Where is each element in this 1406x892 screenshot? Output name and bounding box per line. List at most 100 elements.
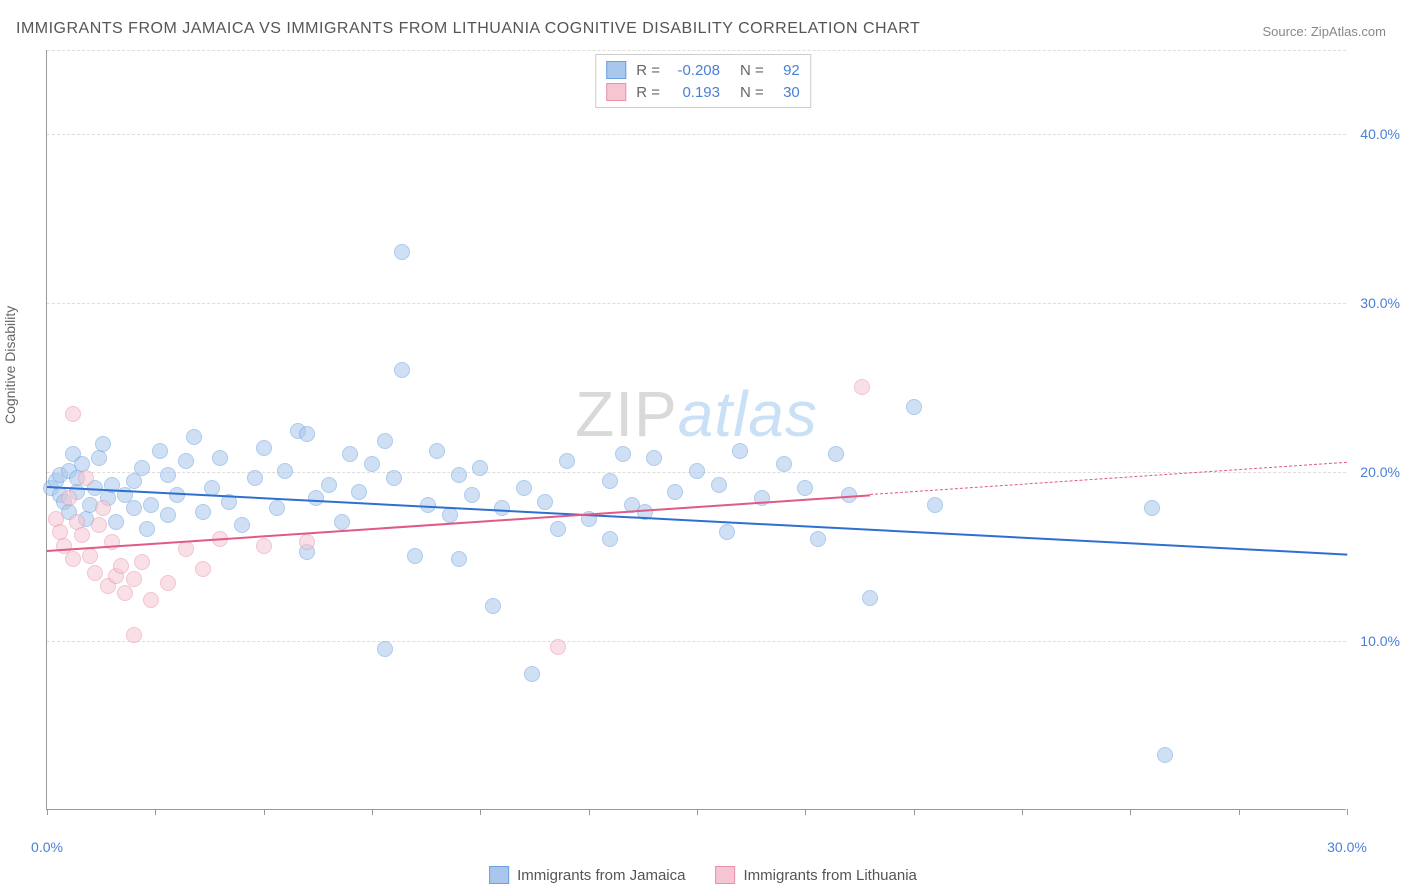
data-point <box>234 517 250 533</box>
data-point <box>550 639 566 655</box>
data-point <box>256 538 272 554</box>
x-tick <box>264 809 265 815</box>
data-point <box>126 500 142 516</box>
data-point <box>178 541 194 557</box>
data-point <box>537 494 553 510</box>
data-point <box>464 487 480 503</box>
data-point <box>160 575 176 591</box>
data-point <box>195 561 211 577</box>
data-point <box>394 362 410 378</box>
data-point <box>78 470 94 486</box>
legend-label: Immigrants from Lithuania <box>743 867 916 884</box>
data-point <box>377 641 393 657</box>
data-point <box>524 666 540 682</box>
data-point <box>299 534 315 550</box>
source-label: Source: <box>1262 24 1310 39</box>
data-point <box>178 453 194 469</box>
legend-item: Immigrants from Jamaica <box>489 866 685 884</box>
x-tick <box>1130 809 1131 815</box>
data-point <box>152 443 168 459</box>
data-point <box>256 440 272 456</box>
data-point <box>1157 747 1173 763</box>
data-point <box>442 507 458 523</box>
data-point <box>195 504 211 520</box>
x-tick-label: 30.0% <box>1327 839 1367 855</box>
data-point <box>139 521 155 537</box>
x-tick <box>805 809 806 815</box>
y-axis-label: Cognitive Disability <box>2 306 18 424</box>
data-point <box>160 467 176 483</box>
y-tick-label: 10.0% <box>1350 633 1400 649</box>
data-point <box>160 507 176 523</box>
data-point <box>65 406 81 422</box>
data-point <box>74 527 90 543</box>
data-point <box>95 436 111 452</box>
x-tick <box>589 809 590 815</box>
watermark-part2: atlas <box>678 378 818 450</box>
data-point <box>334 514 350 530</box>
source-attribution: Source: ZipAtlas.com <box>1262 24 1386 39</box>
data-point <box>126 627 142 643</box>
data-point <box>828 446 844 462</box>
y-tick-label: 40.0% <box>1350 126 1400 142</box>
plot-area: ZIPatlas 10.0%20.0%30.0%40.0%0.0%30.0% <box>46 50 1346 810</box>
legend-r-value: 0.193 <box>666 84 720 101</box>
data-point <box>1144 500 1160 516</box>
x-tick <box>155 809 156 815</box>
data-point <box>351 484 367 500</box>
chart-title: IMMIGRANTS FROM JAMAICA VS IMMIGRANTS FR… <box>16 20 920 38</box>
y-tick-label: 20.0% <box>1350 464 1400 480</box>
data-point <box>65 551 81 567</box>
x-tick-label: 0.0% <box>31 839 63 855</box>
legend-r-label: R = <box>636 62 660 79</box>
data-point <box>212 450 228 466</box>
data-point <box>113 558 129 574</box>
data-point <box>117 585 133 601</box>
data-point <box>126 571 142 587</box>
data-point <box>602 473 618 489</box>
data-point <box>906 399 922 415</box>
legend-label: Immigrants from Jamaica <box>517 867 685 884</box>
data-point <box>308 490 324 506</box>
data-point <box>485 598 501 614</box>
data-point <box>82 548 98 564</box>
legend-swatch <box>489 866 509 884</box>
watermark: ZIPatlas <box>575 377 818 451</box>
data-point <box>711 477 727 493</box>
data-point <box>732 443 748 459</box>
data-point <box>87 565 103 581</box>
gridline <box>47 303 1346 304</box>
data-point <box>377 433 393 449</box>
data-point <box>689 463 705 479</box>
series-legend: Immigrants from Jamaica Immigrants from L… <box>489 866 917 884</box>
x-tick <box>1022 809 1023 815</box>
data-point <box>854 379 870 395</box>
legend-r-label: R = <box>636 84 660 101</box>
data-point <box>134 460 150 476</box>
data-point <box>451 551 467 567</box>
legend-n-label: N = <box>740 84 764 101</box>
legend-swatch <box>606 83 626 101</box>
data-point <box>550 521 566 537</box>
gridline <box>47 50 1346 51</box>
legend-n-label: N = <box>740 62 764 79</box>
x-tick <box>697 809 698 815</box>
data-point <box>277 463 293 479</box>
data-point <box>602 531 618 547</box>
data-point <box>615 446 631 462</box>
data-point <box>429 443 445 459</box>
data-point <box>321 477 337 493</box>
x-tick <box>372 809 373 815</box>
source-name: ZipAtlas.com <box>1311 24 1386 39</box>
legend-swatch <box>606 61 626 79</box>
data-point <box>342 446 358 462</box>
data-point <box>810 531 826 547</box>
x-tick <box>1239 809 1240 815</box>
y-tick-label: 30.0% <box>1350 295 1400 311</box>
data-point <box>862 590 878 606</box>
data-point <box>143 497 159 513</box>
data-point <box>394 244 410 260</box>
data-point <box>61 490 77 506</box>
legend-row: R =-0.208N =92 <box>606 59 800 81</box>
data-point <box>646 450 662 466</box>
